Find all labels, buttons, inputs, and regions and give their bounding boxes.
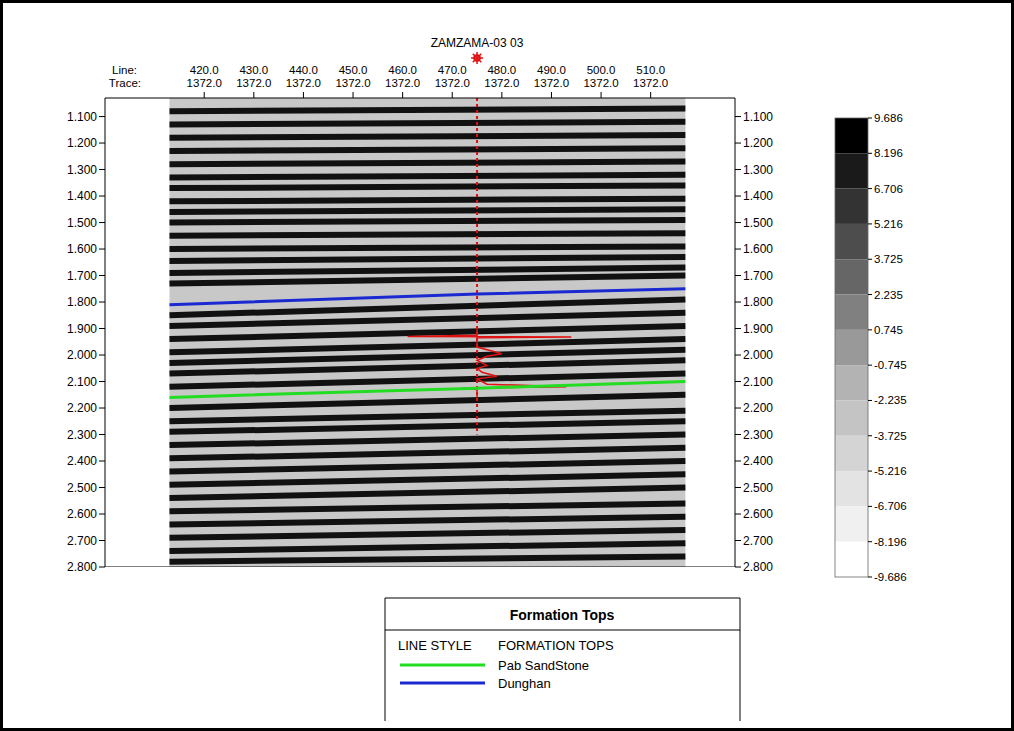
svg-text:Formation Tops: Formation Tops	[510, 607, 615, 623]
svg-text:430.0: 430.0	[239, 64, 268, 76]
svg-text:2.300: 2.300	[67, 428, 97, 442]
svg-text:1372.0: 1372.0	[435, 77, 470, 89]
svg-text:2.300: 2.300	[743, 428, 773, 442]
svg-text:1.900: 1.900	[67, 322, 97, 336]
svg-text:2.800: 2.800	[743, 560, 773, 574]
svg-text:1.400: 1.400	[743, 189, 773, 203]
svg-text:2.600: 2.600	[743, 507, 773, 521]
svg-text:420.0: 420.0	[190, 64, 219, 76]
svg-text:470.0: 470.0	[438, 64, 467, 76]
svg-text:1.600: 1.600	[743, 242, 773, 256]
svg-text:1.100: 1.100	[743, 110, 773, 124]
svg-text:Dunghan: Dunghan	[498, 676, 551, 691]
svg-text:1.800: 1.800	[67, 295, 97, 309]
svg-text:1372.0: 1372.0	[385, 77, 420, 89]
svg-text:2.700: 2.700	[743, 534, 773, 548]
svg-text:LINE STYLE: LINE STYLE	[398, 638, 472, 653]
svg-text:FORMATION TOPS: FORMATION TOPS	[498, 638, 614, 653]
svg-text:1.300: 1.300	[743, 163, 773, 177]
svg-text:-9.686: -9.686	[874, 571, 907, 583]
svg-text:440.0: 440.0	[289, 64, 318, 76]
svg-text:2.400: 2.400	[743, 454, 773, 468]
svg-text:480.0: 480.0	[487, 64, 516, 76]
svg-text:0.745: 0.745	[874, 324, 903, 336]
svg-text:1372.0: 1372.0	[534, 77, 569, 89]
svg-text:-8.196: -8.196	[874, 536, 907, 548]
svg-text:1372.0: 1372.0	[236, 77, 271, 89]
svg-text:2.500: 2.500	[67, 481, 97, 495]
svg-text:500.0: 500.0	[587, 64, 616, 76]
svg-text:490.0: 490.0	[537, 64, 566, 76]
svg-text:1.600: 1.600	[67, 242, 97, 256]
svg-text:1.900: 1.900	[743, 322, 773, 336]
svg-text:1.500: 1.500	[743, 216, 773, 230]
svg-text:1372.0: 1372.0	[335, 77, 370, 89]
svg-text:2.000: 2.000	[743, 348, 773, 362]
svg-text:2.800: 2.800	[67, 560, 97, 574]
svg-text:1.300: 1.300	[67, 163, 97, 177]
svg-text:-6.706: -6.706	[874, 500, 907, 512]
svg-text:1372.0: 1372.0	[633, 77, 668, 89]
svg-text:460.0: 460.0	[388, 64, 417, 76]
svg-text:2.100: 2.100	[67, 375, 97, 389]
svg-text:510.0: 510.0	[636, 64, 665, 76]
svg-text:1.700: 1.700	[67, 269, 97, 283]
svg-text:-2.235: -2.235	[874, 394, 907, 406]
svg-text:1372.0: 1372.0	[286, 77, 321, 89]
svg-text:450.0: 450.0	[339, 64, 368, 76]
svg-text:1.800: 1.800	[743, 295, 773, 309]
svg-text:2.200: 2.200	[743, 401, 773, 415]
svg-text:2.200: 2.200	[67, 401, 97, 415]
svg-text:1.500: 1.500	[67, 216, 97, 230]
svg-text:5.216: 5.216	[874, 218, 903, 230]
svg-text:2.000: 2.000	[67, 348, 97, 362]
svg-text:1.700: 1.700	[743, 269, 773, 283]
svg-text:1.200: 1.200	[67, 136, 97, 150]
svg-text:Trace:: Trace:	[109, 77, 141, 89]
svg-text:2.235: 2.235	[874, 289, 903, 301]
svg-text:Line:: Line:	[112, 64, 137, 76]
svg-text:-3.725: -3.725	[874, 430, 907, 442]
svg-text:-0.745: -0.745	[874, 359, 907, 371]
svg-text:1.200: 1.200	[743, 136, 773, 150]
svg-text:-5.216: -5.216	[874, 465, 907, 477]
svg-text:ZAMZAMA-03 03: ZAMZAMA-03 03	[431, 36, 524, 50]
svg-text:1.400: 1.400	[67, 189, 97, 203]
svg-text:2.700: 2.700	[67, 534, 97, 548]
svg-text:1372.0: 1372.0	[583, 77, 618, 89]
svg-text:9.686: 9.686	[874, 112, 903, 124]
svg-text:2.100: 2.100	[743, 375, 773, 389]
svg-text:6.706: 6.706	[874, 183, 903, 195]
svg-text:3.725: 3.725	[874, 253, 903, 265]
svg-text:2.400: 2.400	[67, 454, 97, 468]
svg-text:2.600: 2.600	[67, 507, 97, 521]
svg-text:Pab SandStone: Pab SandStone	[498, 658, 589, 673]
svg-text:1372.0: 1372.0	[484, 77, 519, 89]
svg-text:1.100: 1.100	[67, 110, 97, 124]
svg-text:8.196: 8.196	[874, 147, 903, 159]
svg-text:1372.0: 1372.0	[187, 77, 222, 89]
svg-text:2.500: 2.500	[743, 481, 773, 495]
